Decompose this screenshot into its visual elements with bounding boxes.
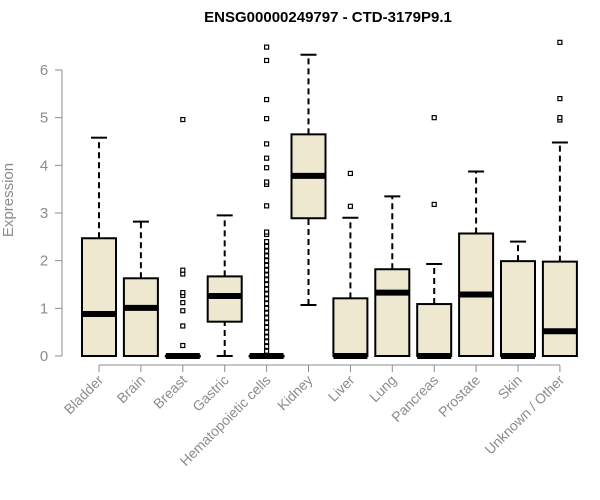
outlier-point [180,267,186,273]
outlier-point [264,253,270,259]
outlier-point [264,329,270,335]
outlier-point [264,286,270,292]
y-tick-label: 2 [40,253,48,270]
x-tick-label: Skin [495,372,526,403]
chart-title: ENSG00000249797 - CTD-3179P9.1 [204,9,452,26]
y-tick-label: 3 [40,205,48,222]
outlier-point [264,334,270,340]
outlier-point [264,258,270,264]
box-brain [122,220,159,358]
x-tick-label: Unknown / Other [481,372,567,458]
outlier-point [264,44,270,50]
outlier-point [557,95,563,102]
box-bladder [81,136,117,357]
outlier-point [264,57,270,64]
x-tick-label: Pancreas [388,372,441,425]
box-unknown-other [541,39,578,357]
y-tick-label: 4 [40,157,48,174]
box-body [374,268,411,358]
box-skin [500,240,536,359]
x-tick-label: Prostate [435,372,483,420]
box-body [541,260,578,357]
box-body [416,303,453,357]
outlier-point [264,179,270,185]
boxes [81,39,578,359]
outlier-point [264,116,270,122]
outlier-point [264,305,270,311]
y-tick-label: 6 [40,62,48,79]
x-tick-label: Liver [325,372,358,405]
outlier-point [264,315,270,321]
outlier-point [180,342,186,349]
box-body [122,277,159,358]
outlier-point [431,201,437,208]
outlier-point [180,116,186,123]
x-tick-label: Brain [114,372,148,406]
outlier-point [264,320,270,326]
outlier-point [264,155,270,161]
outlier-point [264,300,270,307]
box-breast [164,116,201,359]
box-prostate [458,170,495,358]
y-tick-label: 0 [40,348,48,365]
outlier-point [347,170,353,177]
outlier-point [180,290,186,296]
box-liver [332,170,369,359]
outlier-point [180,308,186,314]
outlier-point [557,115,563,121]
outlier-point [264,248,270,254]
x-tick-label: Breast [150,372,190,412]
outlier-point [264,277,270,283]
box-pancreas [416,115,453,359]
x-tick-label: Bladder [61,372,107,418]
box-body [81,237,117,357]
outlier-point [180,300,186,306]
box-body [206,275,243,323]
outlier-point [264,203,270,209]
outlier-point [264,310,270,316]
y-tick-label: 5 [40,110,48,127]
outlier-point [264,96,270,103]
outlier-point [264,239,270,245]
outlier-point [264,343,270,350]
outlier-point [264,291,270,297]
x-tick-label: Lung [366,372,399,405]
box-lung [374,195,411,358]
outlier-point [264,348,270,354]
outlier-point [264,339,270,345]
outlier-point [264,272,270,278]
outlier-point [264,243,270,249]
outlier-point [264,324,270,330]
x-tick-label: Kidney [274,372,316,414]
box-gastric [206,214,243,357]
outlier-point [180,323,186,329]
outlier-point [431,115,437,121]
box-body [332,297,369,357]
outlier-point [264,267,270,273]
outlier-point [264,281,270,288]
box-body [500,260,536,358]
box-kidney [290,53,327,306]
outlier-point [264,229,270,235]
outlier-point [347,203,353,209]
outlier-point [264,296,270,302]
y-tick-label: 1 [40,300,48,317]
outlier-point [264,165,270,171]
box-hematopoietic-cells [248,44,285,359]
outlier-point [264,262,270,269]
outlier-point [557,39,563,45]
y-axis-label: Expression [0,163,17,237]
outlier-point [264,141,270,147]
